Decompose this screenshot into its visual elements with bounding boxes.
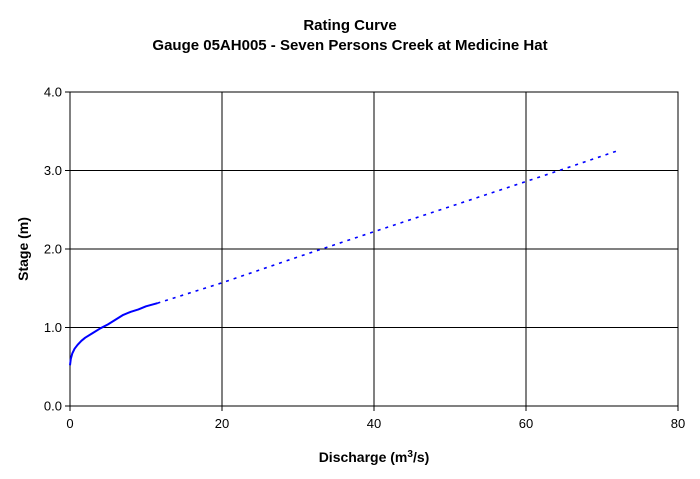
chart-subtitle: Gauge 05AH005 - Seven Persons Creek at M…	[152, 37, 548, 54]
x-tick-label: 40	[367, 416, 381, 431]
y-axis-label: Stage (m)	[15, 217, 31, 281]
y-tick-label: 3.0	[44, 163, 62, 178]
series-line-extrapolated	[157, 150, 618, 304]
chart-title-block: Rating Curve Gauge 05AH005 - Seven Perso…	[0, 16, 700, 56]
grid-lines	[70, 92, 678, 406]
x-tick-label: 80	[671, 416, 685, 431]
y-tick-label: 4.0	[44, 85, 62, 100]
y-tick-label: 0.0	[44, 399, 62, 414]
x-tick-label: 60	[519, 416, 533, 431]
chart-title: Rating Curve	[303, 17, 397, 34]
series-group	[69, 150, 618, 366]
x-tick-label: 0	[66, 416, 73, 431]
x-axis-label: Discharge (m3/s)	[319, 449, 430, 465]
y-tick-label: 1.0	[44, 320, 62, 335]
y-tick-label: 2.0	[44, 242, 62, 257]
y-axis-ticks: 0.0 1.0 2.0 3.0 4.0	[44, 85, 70, 414]
x-axis-ticks: 0 20 40 60 80	[66, 406, 685, 431]
series-line-measured	[69, 302, 158, 366]
x-tick-label: 20	[215, 416, 229, 431]
